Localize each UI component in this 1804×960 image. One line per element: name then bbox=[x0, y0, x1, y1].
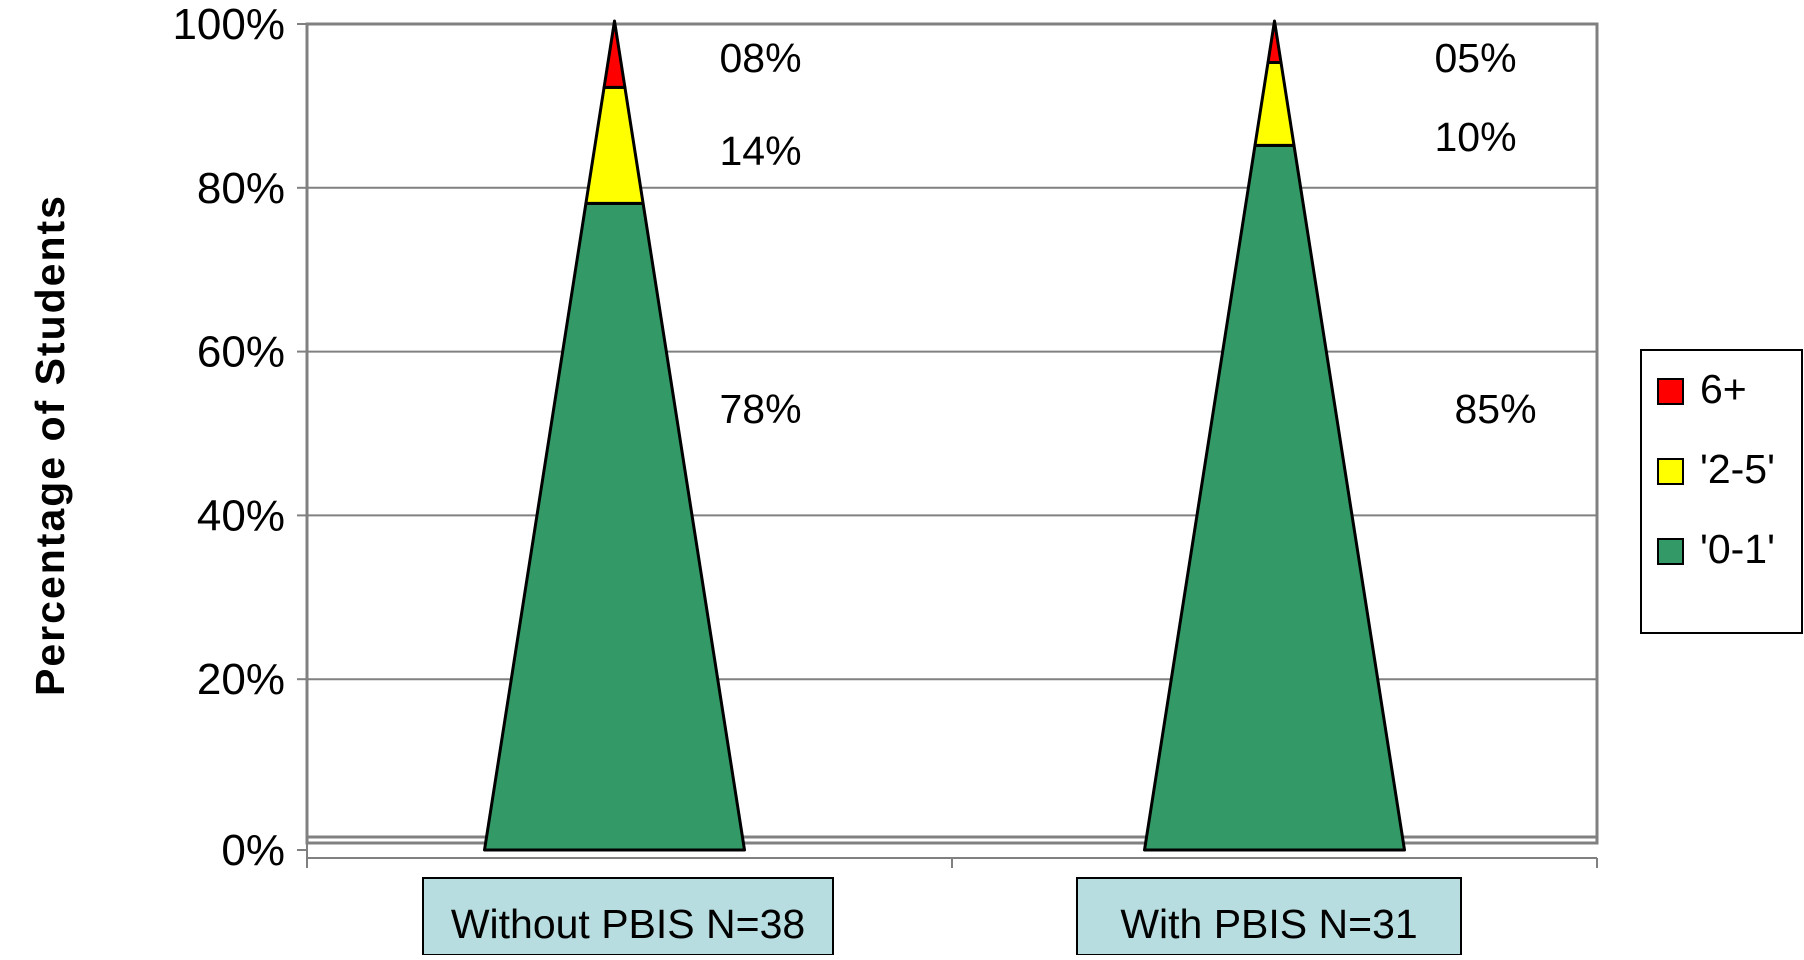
legend-label: '0-1' bbox=[1700, 526, 1775, 572]
pyramid-segment bbox=[602, 19, 627, 89]
axes: 0% 20% 40% 60% 80% 100% bbox=[172, 0, 1598, 875]
category-label-box bbox=[422, 877, 834, 956]
category-labels: Without PBIS N=38 With PBIS N=31 bbox=[422, 877, 1462, 956]
data-label: 08% bbox=[720, 35, 802, 81]
y-tick-label: 0% bbox=[221, 826, 285, 875]
legend-swatch bbox=[1657, 458, 1684, 485]
legend-swatch bbox=[1657, 538, 1684, 565]
data-label: 10% bbox=[1435, 114, 1517, 160]
legend-label: 6+ bbox=[1700, 366, 1747, 412]
category-label-text: With PBIS N=31 bbox=[1120, 901, 1417, 947]
data-label: 14% bbox=[720, 128, 802, 174]
legend-item[interactable]: '0-1' bbox=[1657, 526, 1775, 572]
data-label: 05% bbox=[1435, 35, 1517, 81]
category-label: Without PBIS N=38 bbox=[422, 877, 834, 956]
category-label-text: Without PBIS N=38 bbox=[451, 901, 805, 947]
pyramid-segment bbox=[1266, 19, 1283, 64]
plot-area bbox=[305, 22, 1599, 845]
chart-marks bbox=[483, 19, 1406, 852]
y-tick-label: 100% bbox=[172, 0, 285, 49]
y-tick-label: 40% bbox=[197, 491, 285, 540]
legend-swatch bbox=[1657, 378, 1684, 405]
data-labels: 78% 14% 08% 85% 10% 05% bbox=[720, 35, 1537, 432]
data-label: 85% bbox=[1455, 386, 1537, 432]
y-tick-label: 20% bbox=[197, 655, 285, 704]
legend-item[interactable]: '2-5' bbox=[1657, 446, 1775, 492]
y-axis-title: Percentage of Students bbox=[27, 194, 73, 696]
data-label: 78% bbox=[720, 386, 802, 432]
category-label: With PBIS N=31 bbox=[1076, 877, 1462, 956]
category-label-box bbox=[1076, 877, 1462, 956]
y-tick-label: 80% bbox=[197, 164, 285, 213]
plot-border bbox=[305, 22, 1599, 845]
y-tick-label: 60% bbox=[197, 328, 285, 377]
legend-label: '2-5' bbox=[1700, 446, 1775, 492]
legend-item[interactable]: 6+ bbox=[1657, 366, 1747, 412]
legend[interactable]: 6+ '2-5' '0-1' bbox=[1640, 349, 1803, 634]
